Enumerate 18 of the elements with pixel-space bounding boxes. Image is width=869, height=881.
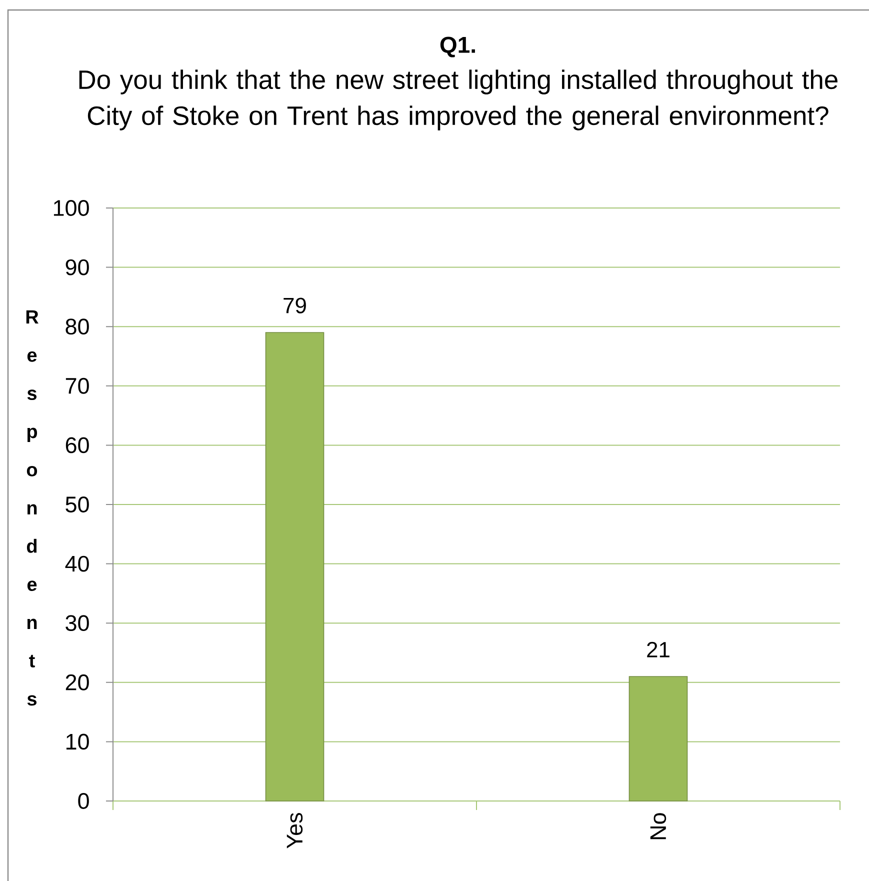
y-tick-label: 80 (66, 318, 89, 335)
y-tick-label: 30 (66, 615, 89, 632)
y-tick-label: 60 (66, 437, 89, 454)
y-tick-label: 40 (65, 556, 89, 572)
text: Respondents (26, 310, 38, 706)
chart-subtitle: Do you think that the new street lighting installed throughout the City of Stoke on Trent has improved the general environment? (79, 70, 838, 130)
y-tick-label: 70 (66, 378, 89, 394)
y-tick-label: 100 (54, 200, 89, 216)
y-tick-label: 0 (78, 793, 89, 809)
x-tick-label: No (650, 813, 666, 840)
y-tick-label: 10 (66, 734, 89, 750)
data-label: 79 (284, 298, 306, 314)
data-label: 21 (647, 642, 670, 658)
chart-title: Q1. (440, 36, 475, 58)
y-tick-label: 90 (66, 259, 89, 276)
y-tick-label: 20 (66, 674, 89, 690)
y-tick-label: 50 (66, 496, 89, 512)
x-tick-label: Yes (286, 812, 303, 848)
